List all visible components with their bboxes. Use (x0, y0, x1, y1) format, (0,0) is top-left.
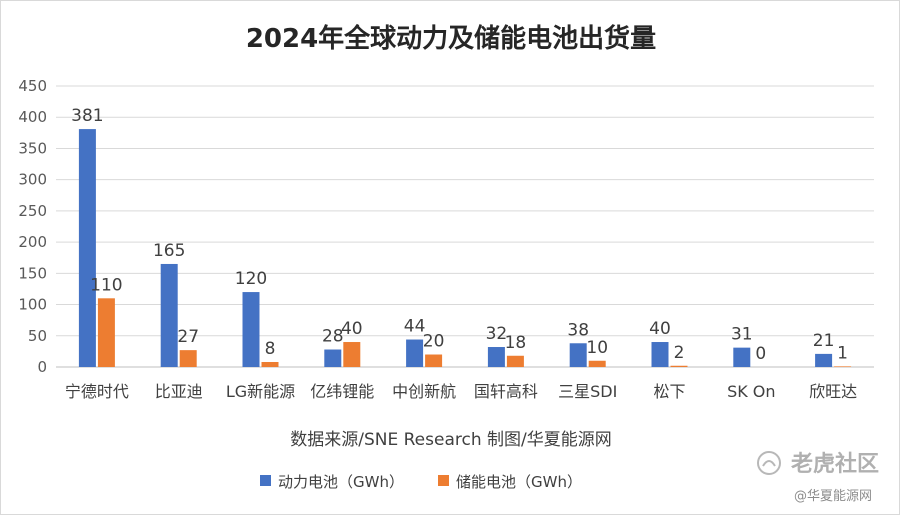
bar-storage (343, 342, 361, 367)
x-axis-ticks: 宁德时代 比亚迪 LG新能源 亿纬锂能 中创新航 国轩高科 三星SDI 松下 SK On 欣旺达 (65, 382, 857, 401)
bar-power (651, 342, 669, 367)
y-tick-label: 0 (37, 358, 47, 376)
watermark-brand: 老虎社区 (790, 451, 879, 477)
bars (78, 129, 852, 367)
watermark-credit: @华夏能源网 (794, 489, 872, 504)
x-tick-label: 国轩高科 (474, 382, 538, 401)
data-label-power: 38 (567, 320, 589, 340)
legend-swatch (438, 475, 449, 486)
x-tick-label: 亿纬锂能 (310, 382, 374, 401)
y-tick-label: 150 (18, 264, 47, 282)
bar-storage (834, 366, 852, 367)
data-label-power: 120 (235, 269, 267, 289)
bar-storage (179, 350, 197, 367)
data-label-storage: 18 (505, 333, 527, 353)
bar-storage (670, 365, 688, 367)
data-label-power: 381 (71, 106, 103, 126)
bar-power (569, 343, 587, 367)
data-label-power: 31 (731, 325, 753, 345)
x-tick-label: 中创新航 (392, 382, 456, 401)
data-label-storage: 20 (423, 332, 445, 352)
data-label-power: 40 (649, 319, 671, 339)
bar-storage (261, 362, 279, 367)
bar-power (733, 347, 751, 367)
x-tick-label: 三星SDI (558, 382, 617, 401)
data-label-power: 21 (813, 331, 835, 351)
y-tick-label: 400 (18, 108, 47, 126)
data-label-storage: 40 (341, 319, 363, 339)
y-axis-ticks: 0 50 100 150 200 250 300 350 400 450 (18, 77, 47, 376)
bar-storage (97, 298, 115, 367)
x-tick-label: 比亚迪 (155, 382, 203, 401)
x-tick-label: 欣旺达 (809, 382, 857, 401)
data-label-storage: 0 (755, 344, 766, 364)
bar-storage (588, 360, 606, 367)
bar-storage (506, 355, 524, 367)
data-label-storage: 110 (90, 275, 122, 295)
data-label-power: 44 (404, 317, 426, 337)
x-tick-label: 宁德时代 (65, 382, 129, 401)
x-tick-label: SK On (727, 382, 775, 401)
watermark-logo-icon (757, 451, 781, 475)
data-label-storage: 2 (674, 343, 685, 363)
data-label-storage: 27 (177, 327, 199, 347)
y-tick-label: 100 (18, 296, 47, 314)
bar-power (324, 349, 342, 367)
legend-label: 动力电池（GWh） (278, 473, 404, 491)
bar-power (406, 339, 424, 367)
legend-swatch (260, 475, 271, 486)
bar-power (78, 129, 96, 367)
y-tick-label: 250 (18, 202, 47, 220)
data-label-power: 165 (153, 241, 185, 261)
y-tick-label: 300 (18, 171, 47, 189)
gridlines (56, 85, 874, 368)
bar-power (815, 353, 833, 367)
bar-power (242, 292, 260, 367)
x-tick-label: LG新能源 (226, 382, 295, 401)
y-tick-label: 350 (18, 139, 47, 157)
data-label-storage: 1 (837, 343, 848, 363)
bar-storage (425, 354, 443, 367)
legend: 动力电池（GWh） 储能电池（GWh） (260, 473, 582, 491)
data-label-storage: 10 (586, 338, 608, 358)
legend-label: 储能电池（GWh） (456, 473, 582, 491)
data-label-storage: 8 (265, 339, 276, 359)
y-tick-label: 50 (28, 327, 47, 345)
data-label-power: 32 (486, 324, 508, 344)
source-caption: 数据来源/SNE Research 制图/华夏能源网 (290, 430, 612, 450)
y-tick-label: 200 (18, 233, 47, 251)
x-tick-label: 松下 (653, 382, 685, 401)
bar-power (160, 263, 178, 367)
data-label-power: 28 (322, 327, 344, 347)
y-tick-label: 450 (18, 77, 47, 95)
bar-power (487, 347, 505, 367)
watermark-logo-mark (762, 460, 776, 467)
watermark: 老虎社区 @华夏能源网 (757, 451, 879, 504)
chart-title: 2024年全球动力及储能电池出货量 (246, 23, 656, 54)
